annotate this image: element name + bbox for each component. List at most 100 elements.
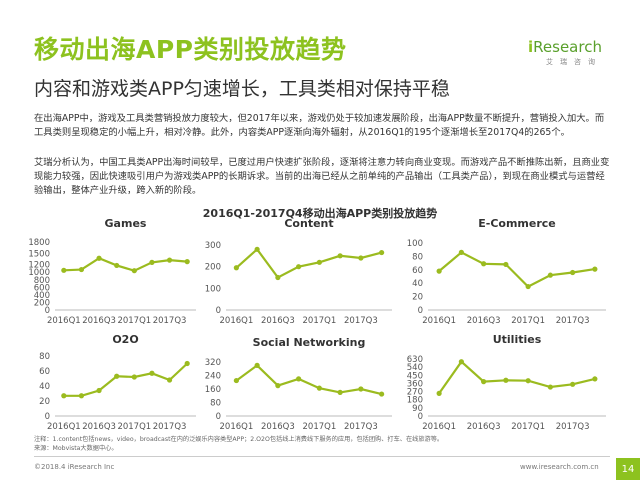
data-point-e-commerce (592, 266, 598, 272)
x-tick-content: 2016Q1 (220, 316, 254, 326)
chart-title-o2o: O2O (112, 333, 138, 346)
footer-divider (34, 456, 610, 457)
series-line-o2o (63, 362, 188, 397)
data-point-content (358, 255, 364, 261)
logo-chinese: 艾瑞咨询 (546, 58, 602, 66)
y-tick-utilities: 180 (407, 396, 423, 406)
y-tick-e-commerce: 0 (418, 306, 423, 316)
y-tick-social-networking: 320 (205, 358, 221, 368)
data-point-o2o (131, 374, 137, 380)
x-tick-games: 2016Q3 (82, 316, 116, 326)
chart-title-games: Games (105, 217, 147, 230)
data-point-o2o (78, 393, 85, 399)
data-point-games (78, 266, 85, 273)
body-paragraph-2: 艾瑞分析认为，中国工具类APP出海时间较早，已度过用户快速扩张阶段，逐渐将注意力… (34, 157, 610, 196)
x-tick-utilities: 2017Q1 (511, 422, 545, 432)
y-tick-utilities: 630 (407, 355, 423, 365)
y-tick-games: 1500 (28, 249, 50, 259)
data-point-games (96, 255, 102, 261)
data-point-social-networking (275, 383, 281, 389)
chart-social-networking: Social Networking 0 80 160 240 320 2016Q1 2016Q… (205, 336, 392, 432)
data-point-utilities (570, 381, 576, 387)
data-point-games (114, 262, 120, 269)
data-point-games (149, 259, 155, 265)
data-point-o2o (166, 377, 173, 383)
y-tick-content: 0 (216, 306, 221, 316)
data-point-content (296, 264, 302, 270)
y-tick-utilities: 270 (407, 388, 423, 398)
y-tick-e-commerce: 20 (412, 293, 423, 303)
x-tick-content: 2016Q3 (261, 316, 295, 326)
x-tick-utilities: 2016Q3 (467, 422, 501, 432)
y-tick-e-commerce: 80 (412, 252, 423, 262)
data-point-e-commerce (503, 261, 509, 268)
y-tick-social-networking: 240 (205, 372, 221, 382)
data-point-content (337, 253, 343, 259)
x-tick-utilities: 2017Q3 (556, 422, 590, 432)
data-point-content (233, 265, 239, 271)
y-tick-utilities: 540 (407, 363, 423, 373)
series-line-content (235, 247, 382, 279)
chart-title-social-networking: Social Networking (253, 336, 366, 349)
footer-copyright: ©2018.4 iResearch Inc (34, 463, 115, 471)
data-point-o2o (61, 393, 67, 399)
data-point-o2o (184, 360, 190, 367)
y-tick-o2o: 80 (39, 352, 50, 362)
data-point-social-networking (358, 386, 364, 392)
y-tick-o2o: 0 (45, 412, 50, 422)
chart-content: Content 0 100 200 300 2016Q1 2016Q3 2017Q1 2017Q… (205, 217, 392, 326)
data-point-social-networking (233, 377, 239, 384)
data-point-utilities (547, 384, 553, 390)
y-tick-games: 400 (34, 291, 50, 301)
y-tick-games: 1000 (28, 268, 50, 278)
x-tick-content: 2017Q1 (303, 316, 337, 326)
y-tick-social-networking: 0 (216, 412, 221, 422)
footer-url: www.iresearch.com.cn (520, 463, 599, 471)
x-tick-social-networking: 2016Q3 (261, 422, 295, 432)
data-point-content (316, 259, 322, 265)
y-tick-games: 200 (34, 298, 50, 308)
x-tick-o2o: 2017Q1 (117, 422, 151, 432)
y-tick-games: 800 (34, 276, 50, 286)
x-tick-social-networking: 2017Q3 (344, 422, 378, 432)
y-tick-e-commerce: 40 (412, 279, 423, 289)
footnote-line-2: 来源：Mobvista大数据中心。 (34, 445, 118, 452)
footnote: 注释：1.content包括news，video，broadcast在内的泛娱乐… (34, 435, 443, 453)
x-tick-games: 2017Q3 (153, 316, 187, 326)
x-tick-e-commerce: 2017Q1 (511, 316, 545, 326)
data-point-e-commerce (525, 283, 531, 290)
data-point-social-networking (296, 376, 302, 382)
x-tick-utilities: 2016Q1 (422, 422, 456, 432)
data-point-social-networking (379, 391, 385, 397)
y-tick-e-commerce: 100 (407, 239, 423, 249)
y-tick-utilities: 450 (407, 371, 423, 381)
body-paragraph-1: 在出海APP中，游戏及工具类营销投放力度较大，但2017年以来，游戏仍处于较加速… (34, 113, 605, 138)
data-point-games (184, 259, 190, 265)
x-tick-e-commerce: 2016Q1 (422, 316, 456, 326)
data-point-utilities (481, 379, 487, 385)
data-point-e-commerce (481, 261, 487, 267)
data-point-o2o (114, 373, 120, 379)
footnote-line-1: 注释：1.content包括news，video，broadcast在内的泛娱乐… (34, 436, 444, 443)
logo-i: i (528, 38, 534, 56)
logo-wordmark: iResearch (528, 38, 624, 56)
y-tick-e-commerce: 60 (412, 266, 423, 276)
charts-title: 2016Q1-2017Q4移动出海APP类别投放趋势 (202, 207, 438, 220)
page-title: 移动出海APP类别投放趋势 (34, 35, 347, 64)
data-point-e-commerce (436, 268, 442, 274)
x-tick-o2o: 2017Q3 (153, 422, 187, 432)
series-line-utilities (438, 360, 596, 395)
y-tick-games: 600 (34, 283, 50, 293)
data-point-o2o (149, 370, 155, 376)
data-point-content (254, 246, 260, 252)
y-tick-o2o: 60 (39, 367, 50, 377)
y-tick-games: 1800 (28, 238, 50, 248)
y-tick-utilities: 0 (418, 412, 423, 422)
data-point-utilities (458, 359, 464, 365)
y-tick-content: 200 (205, 263, 221, 273)
iresearch-logo: iResearch 艾瑞咨询 (528, 38, 624, 67)
chart-e-commerce: E-Commerce 0 20 40 60 80 100 2016Q1 2016Q3 2017Q1… (407, 217, 606, 326)
data-point-games (61, 267, 67, 273)
